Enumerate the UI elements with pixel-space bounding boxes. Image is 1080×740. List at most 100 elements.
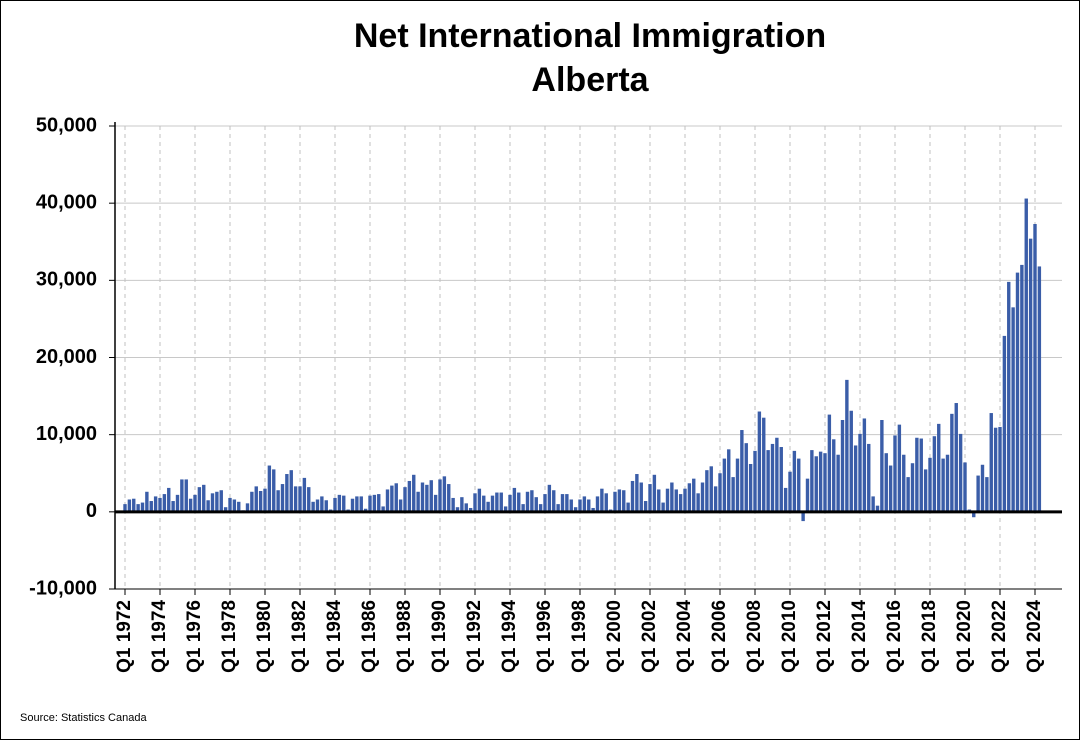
bar — [740, 430, 744, 512]
bar — [941, 458, 945, 512]
bar — [158, 497, 162, 512]
bar — [162, 494, 167, 512]
source-note: Source: Statistics Canada — [20, 712, 147, 724]
bar — [818, 451, 823, 512]
x-tick-label: Q1 2012 — [814, 600, 835, 673]
bar — [503, 506, 508, 512]
bar — [420, 482, 425, 512]
bar — [180, 479, 184, 512]
bar — [372, 494, 377, 512]
bar — [455, 507, 460, 512]
y-tick-label: -10,000 — [29, 577, 97, 599]
bar — [468, 507, 473, 512]
bar — [766, 450, 770, 512]
bar — [499, 492, 503, 512]
bar — [560, 494, 565, 512]
bar — [779, 447, 783, 512]
bar — [980, 464, 985, 512]
x-tick-label: Q1 2010 — [779, 600, 800, 673]
y-tick-label: 20,000 — [36, 346, 97, 368]
bar — [538, 504, 543, 512]
y-tick-label: 30,000 — [36, 269, 97, 291]
bar — [923, 469, 928, 512]
bar — [827, 414, 832, 512]
bar — [451, 497, 455, 512]
x-tick-label: Q1 1982 — [289, 600, 310, 673]
y-tick-label: 40,000 — [36, 191, 97, 213]
bar — [880, 420, 884, 512]
bar — [805, 478, 810, 512]
bar — [425, 484, 429, 512]
bar — [298, 486, 302, 512]
bar — [342, 495, 346, 512]
bar — [832, 439, 836, 512]
bar — [517, 492, 521, 512]
bar — [587, 499, 591, 512]
bar — [132, 498, 136, 512]
bar — [1024, 198, 1028, 512]
bar — [836, 454, 840, 512]
bar — [193, 494, 197, 512]
bar — [871, 496, 875, 512]
x-tick-label: Q1 1980 — [254, 600, 275, 673]
bar — [661, 502, 665, 512]
bar — [140, 502, 145, 512]
bar — [368, 495, 372, 512]
x-tick-label: Q1 2014 — [849, 600, 870, 673]
bar — [521, 504, 525, 512]
bar — [613, 491, 617, 512]
bar — [324, 500, 328, 512]
bar — [355, 496, 359, 512]
x-tick-label: Q1 2002 — [639, 600, 660, 673]
x-tick-label: Q1 1988 — [394, 600, 415, 673]
x-tick-label: Q1 1994 — [499, 600, 520, 673]
bar — [731, 477, 735, 512]
bar — [604, 493, 608, 512]
bar — [302, 477, 307, 512]
bar — [385, 489, 390, 512]
x-tick-label: Q1 2000 — [604, 600, 625, 673]
bar — [280, 484, 285, 512]
bar — [748, 463, 753, 512]
x-tick-label: Q1 1974 — [149, 600, 170, 673]
bar — [381, 506, 385, 512]
bar — [486, 501, 490, 512]
bar — [919, 438, 923, 512]
x-tick-label: Q1 2020 — [954, 600, 975, 673]
bar — [320, 496, 324, 512]
bar — [888, 465, 893, 512]
bar — [652, 474, 657, 512]
bar — [1033, 224, 1037, 512]
bar — [687, 483, 692, 512]
bar — [175, 494, 180, 512]
bar — [337, 494, 342, 512]
bar — [447, 484, 451, 512]
bar — [237, 501, 241, 512]
bar — [783, 487, 788, 512]
bar — [744, 443, 748, 512]
x-tick-label: Q1 1990 — [429, 600, 450, 673]
bar — [591, 507, 595, 512]
bar — [801, 511, 805, 522]
bar — [582, 496, 587, 512]
bar — [797, 458, 801, 512]
bar — [643, 501, 648, 512]
bar — [145, 491, 149, 512]
x-tick-label: Q1 1972 — [114, 600, 135, 673]
bar — [543, 494, 547, 512]
bar — [950, 413, 954, 512]
bar — [998, 426, 1002, 512]
bar — [853, 445, 858, 512]
bar — [359, 496, 363, 512]
bar — [232, 499, 237, 512]
bar — [390, 485, 394, 512]
bar — [552, 490, 556, 512]
x-tick-label: Q1 1976 — [184, 600, 205, 673]
y-tick-label: 50,000 — [36, 114, 97, 136]
bar — [665, 488, 670, 512]
bar — [683, 488, 687, 512]
bar — [775, 437, 779, 512]
bar — [442, 476, 447, 512]
bar — [792, 450, 797, 512]
